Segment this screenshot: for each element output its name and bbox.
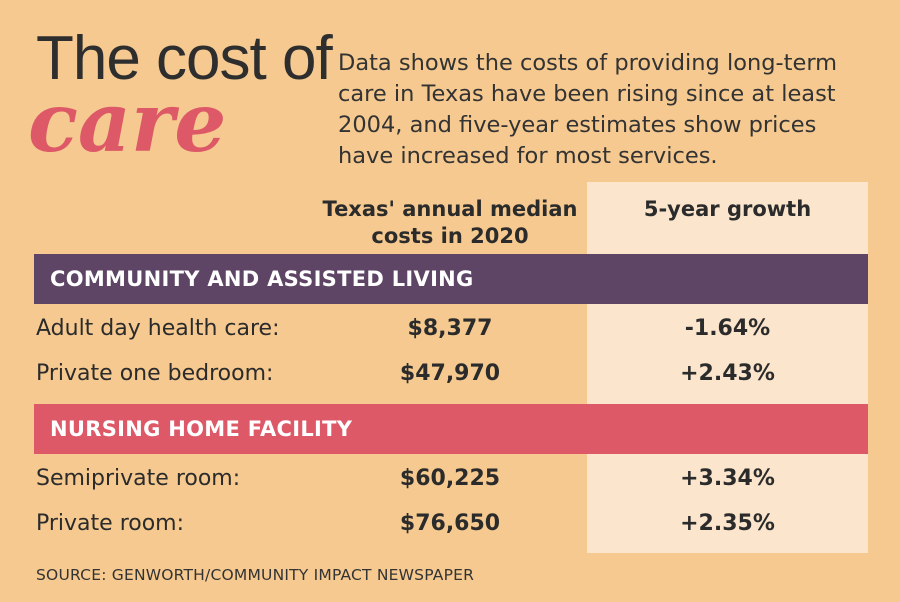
growth-column-header: 5-year growth (643, 197, 812, 221)
source-note: SOURCE: GENWORTH/COMMUNITY IMPACT NEWSPA… (36, 566, 475, 584)
row-label: Semiprivate room: (36, 466, 241, 491)
row-growth: +2.35% (680, 511, 775, 536)
row-growth: +3.34% (680, 466, 775, 491)
intro-text: Data shows the costs of providing long-t… (338, 50, 838, 169)
row-growth: -1.64% (684, 316, 771, 341)
cost-column-header: Texas' annual median costs in 2020 (322, 197, 578, 248)
row-cost: $60,225 (399, 466, 501, 491)
row-cost: $8,377 (407, 316, 493, 341)
row-label: Private one bedroom: (36, 361, 274, 386)
row-cost: $76,650 (399, 511, 501, 536)
row-label: Private room: (36, 511, 185, 536)
section-band-nursing: NURSING HOME FACILITY (34, 404, 868, 454)
row-cost: $47,970 (399, 361, 501, 386)
section-band-community: COMMUNITY AND ASSISTED LIVING (34, 254, 868, 304)
title-line-2: care (28, 75, 227, 171)
growth-column-panel (587, 182, 868, 553)
row-growth: +2.43% (680, 361, 775, 386)
row-label: Adult day health care: (36, 316, 280, 341)
title-line-1: The cost of (36, 24, 333, 93)
